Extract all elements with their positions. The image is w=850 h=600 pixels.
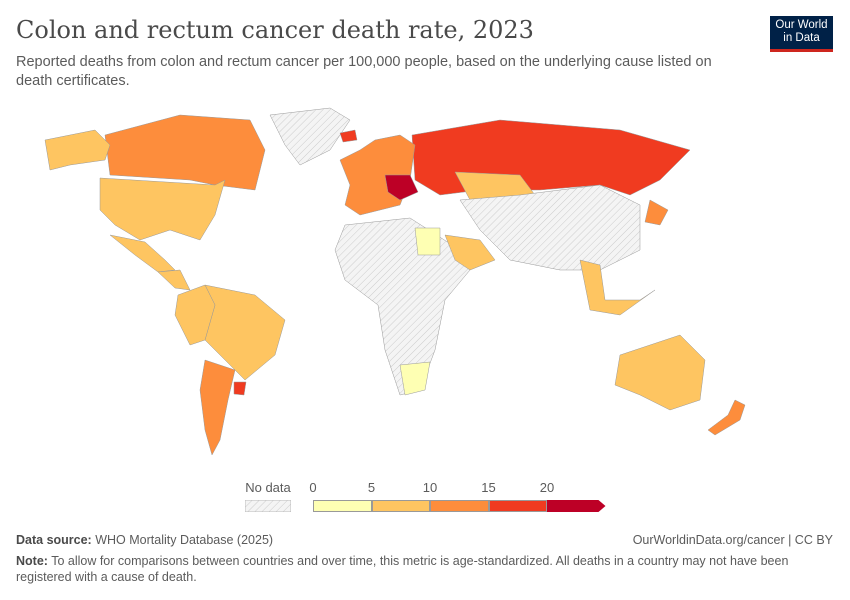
legend-no-data-label: No data bbox=[245, 480, 291, 495]
region-japan[interactable] bbox=[644, 199, 669, 226]
map-legend: No data 0 5 10 15 20 bbox=[240, 480, 620, 520]
region-alaska[interactable] bbox=[44, 129, 111, 171]
note-label: Note: bbox=[16, 554, 48, 568]
region-russia[interactable] bbox=[411, 119, 691, 196]
region-southeast-asia[interactable] bbox=[579, 259, 656, 316]
region-saudi-arabia[interactable] bbox=[444, 234, 496, 271]
chart-subtitle: Reported deaths from colon and rectum ca… bbox=[16, 54, 712, 89]
region-uruguay[interactable] bbox=[233, 381, 247, 396]
legend-bin[interactable] bbox=[371, 500, 430, 512]
legend-bin[interactable] bbox=[313, 500, 372, 512]
region-colombia-peru[interactable] bbox=[174, 284, 216, 346]
region-central-europe[interactable] bbox=[384, 174, 419, 201]
region-new-zealand[interactable] bbox=[707, 399, 746, 436]
region-central-america[interactable] bbox=[157, 269, 191, 291]
source-text: WHO Mortality Database (2025) bbox=[95, 533, 274, 547]
note: Note: To allow for comparisons between c… bbox=[16, 553, 826, 585]
region-australia[interactable] bbox=[614, 334, 706, 411]
region-greenland[interactable] bbox=[269, 107, 351, 166]
source-label: Data source: bbox=[16, 533, 92, 547]
world-map bbox=[44, 107, 746, 456]
region-south-africa[interactable] bbox=[399, 361, 431, 396]
logo-line2: in Data bbox=[783, 32, 820, 44]
region-china-asia[interactable] bbox=[459, 184, 641, 271]
legend-tick: 10 bbox=[422, 480, 438, 495]
source-url-link[interactable]: OurWorldinData.org/cancer | CC BY bbox=[632, 533, 833, 547]
legend-tick: 15 bbox=[481, 480, 496, 495]
legend-bin[interactable] bbox=[547, 500, 606, 512]
legend-tick: 20 bbox=[539, 480, 555, 495]
region-canada[interactable] bbox=[104, 114, 266, 191]
legend-tick: 0 bbox=[309, 480, 317, 495]
legend-tick: 5 bbox=[367, 480, 376, 495]
data-source: Data source: WHO Mortality Database (202… bbox=[16, 533, 273, 547]
region-iceland[interactable] bbox=[339, 129, 358, 143]
region-united-states[interactable] bbox=[99, 177, 226, 241]
region-argentina[interactable] bbox=[199, 359, 236, 456]
region-egypt[interactable] bbox=[414, 227, 441, 256]
legend-bin[interactable] bbox=[430, 500, 489, 512]
legend-no-data-swatch bbox=[245, 500, 291, 512]
legend-bin[interactable] bbox=[488, 500, 547, 512]
owid-logo[interactable]: Our World in Data bbox=[770, 16, 833, 52]
region-mexico[interactable] bbox=[109, 234, 176, 273]
chart-title: Colon and rectum cancer death rate, 2023 bbox=[16, 16, 534, 44]
note-text: To allow for comparisons between countri… bbox=[16, 554, 789, 584]
logo-line1: Our World bbox=[775, 19, 828, 31]
